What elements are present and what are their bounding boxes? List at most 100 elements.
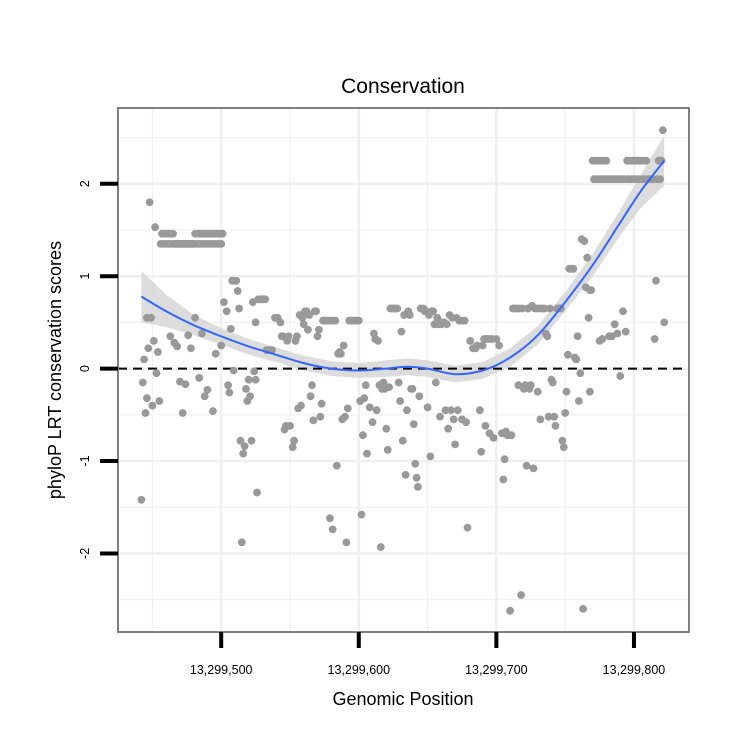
data-point [187,344,195,353]
data-point [561,409,570,417]
data-point [602,156,611,165]
data-point [198,329,206,338]
data-point [500,455,509,464]
data-point [579,605,587,613]
data-point [305,311,314,319]
data-point [173,342,182,351]
data-point [460,316,469,325]
data-point [217,240,226,248]
data-point [573,332,582,341]
data-point [152,369,161,378]
data-point [451,440,459,449]
data-point [401,471,410,479]
data-point [412,473,421,482]
data-point [551,422,560,430]
data-point [415,392,424,401]
data-point [462,418,470,427]
data-point [339,341,348,350]
data-point [151,223,160,232]
y-tick-label: -1 [78,455,92,466]
data-point [650,335,659,343]
data-point [181,380,190,389]
data-point [423,403,432,412]
data-point [276,318,285,327]
y-tick-label: 1 [78,273,92,280]
plot-panel [117,107,690,633]
data-point [224,381,233,390]
data-point [235,304,244,313]
data-point [559,443,568,452]
data-point [315,325,323,334]
data-point [403,406,411,415]
data-point [332,461,341,470]
x-tick-label: 13,299,800 [603,663,666,677]
x-tick-label: 13,299,600 [328,663,391,677]
data-point [240,442,249,451]
data-point [250,367,259,376]
data-point [433,313,442,322]
data-point [536,415,545,424]
y-axis-label: phyloP LRT conservation scores [45,241,65,499]
data-point [313,332,322,341]
data-point [514,381,523,390]
data-point [550,412,559,421]
data-point [575,397,583,405]
data-point [405,311,414,319]
chart-title: Conservation [341,75,465,98]
data-point [144,344,153,353]
data-point [499,475,508,484]
data-point [481,422,490,430]
data-point [284,332,293,341]
data-point [149,337,158,345]
data-point [586,286,594,294]
data-point [533,387,542,396]
data-point [382,424,391,433]
y-axis: -2 -1 0 1 2 [78,180,118,559]
data-point [143,313,151,322]
data-point [368,418,377,427]
data-point [411,459,420,468]
data-point [138,378,147,387]
data-point [453,406,462,415]
data-point [229,366,238,375]
data-point [253,488,261,497]
data-point [429,307,437,316]
data-point [398,436,407,445]
data-point [562,387,571,396]
data-point [178,409,187,417]
data-point [363,449,371,458]
data-point [251,318,260,327]
data-point [246,392,255,401]
data-point [543,332,552,341]
data-point [619,307,627,316]
data-point [642,156,651,165]
data-point [506,606,514,615]
data-point [288,443,297,452]
data-point [426,452,435,461]
y-tick-label: 2 [78,180,92,187]
data-point [444,424,453,433]
data-point [220,298,228,306]
x-axis: 13,299,500 13,299,600 13,299,700 13,299,800 [190,632,665,677]
data-point [222,307,231,316]
data-point [449,415,458,424]
data-point [155,397,164,405]
data-point [244,375,253,384]
data-point [466,337,475,345]
data-point [328,525,337,534]
data-point [337,349,345,358]
data-point [308,381,316,390]
data-point [326,514,334,523]
data-point [376,543,385,551]
y-tick-label: 0 [78,365,92,372]
data-point [195,374,204,382]
smooth-trend-line [140,160,665,376]
data-point [476,406,484,415]
data-point [572,355,581,364]
data-point [232,276,241,285]
data-point [393,304,402,313]
data-point [297,401,305,410]
data-point [242,385,250,393]
y-tick-label: -2 [78,548,92,559]
